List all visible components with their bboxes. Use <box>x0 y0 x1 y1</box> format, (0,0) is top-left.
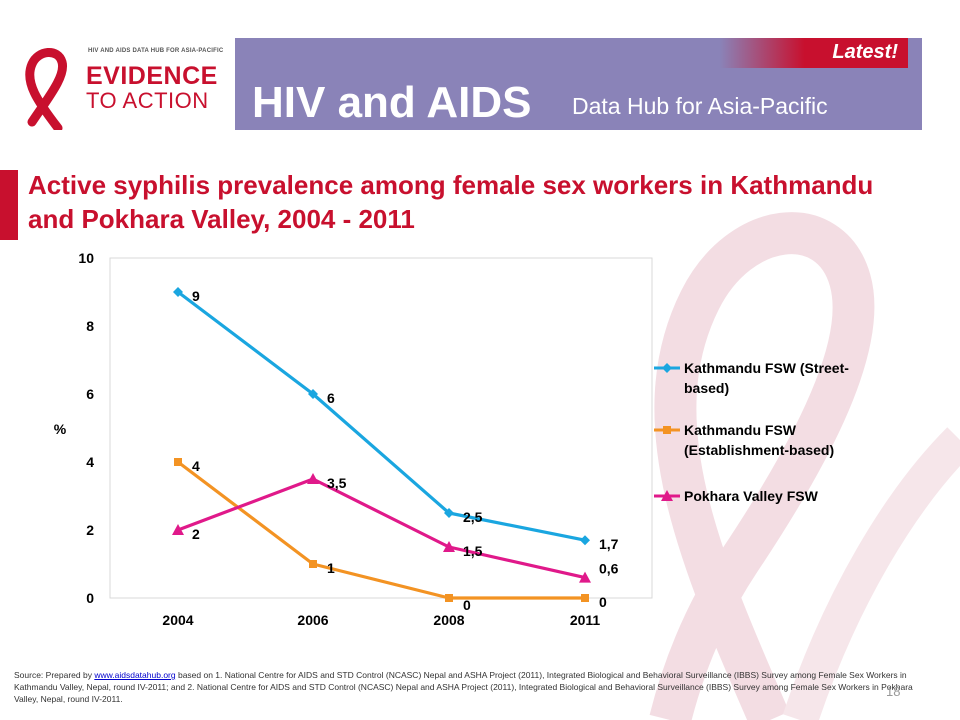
series-line <box>177 477 586 580</box>
data-point <box>580 535 590 546</box>
y-tick-label: 4 <box>86 454 94 470</box>
x-tick-label: 2006 <box>297 612 328 628</box>
legend-marker <box>661 490 673 501</box>
data-label: 2 <box>192 526 200 542</box>
source-text: based on 1. National Centre for AIDS and… <box>14 670 913 704</box>
latest-label: Latest! <box>832 41 898 63</box>
x-tick-label: 2004 <box>162 612 193 628</box>
source-prefix: Source: Prepared by <box>14 670 95 680</box>
series-line <box>177 290 586 542</box>
data-label: 3,5 <box>327 475 347 491</box>
data-point <box>174 458 182 466</box>
source-link[interactable]: www.aidsdatahub.org <box>94 670 176 680</box>
logo-evidence-text: EVIDENCE <box>86 62 218 90</box>
y-tick-label: 2 <box>86 522 94 538</box>
data-label: 1 <box>327 560 335 576</box>
y-tick-label: 6 <box>86 386 94 402</box>
data-point <box>173 287 183 297</box>
y-tick-label: 8 <box>86 318 94 334</box>
legend-label: Kathmandu FSW (Street- <box>684 360 849 376</box>
series-line <box>177 460 585 600</box>
legend-label: (Establishment-based) <box>684 442 834 458</box>
data-point <box>172 524 184 535</box>
data-point <box>443 541 455 552</box>
data-label: 0,6 <box>599 561 619 577</box>
data-label: 9 <box>192 288 200 304</box>
data-label: 6 <box>327 390 335 406</box>
x-tick-label: 2008 <box>433 612 464 628</box>
legend-label: Kathmandu FSW <box>684 422 797 438</box>
data-label: 0 <box>463 597 471 613</box>
red-ribbon-logo-icon <box>25 48 68 130</box>
slide-number: 18 <box>886 684 901 699</box>
data-label: 4 <box>192 458 200 474</box>
legend-label: based) <box>684 380 729 396</box>
y-axis-label: % <box>54 421 67 437</box>
data-point <box>581 594 589 602</box>
title-accent-bar <box>0 170 18 240</box>
x-tick-label: 2011 <box>570 612 601 628</box>
latest-badge: Latest! <box>720 38 908 68</box>
plot-area-border <box>109 257 653 599</box>
logo-to-action-text: TO ACTION <box>86 88 209 113</box>
data-point <box>307 473 319 484</box>
data-label: 2,5 <box>463 509 483 525</box>
data-point <box>309 560 317 568</box>
logo-small-text: HIV AND AIDS DATA HUB FOR ASIA-PACIFIC <box>88 48 224 54</box>
source-note: Source: Prepared by www.aidsdatahub.org … <box>14 669 914 705</box>
data-point <box>445 594 453 602</box>
y-tick-label: 0 <box>86 590 94 606</box>
legend-label: Pokhara Valley FSW <box>684 488 819 504</box>
data-point <box>444 508 454 518</box>
header-title: HIV and AIDS <box>252 78 532 127</box>
slide-title: Active syphilis prevalence among female … <box>28 170 874 234</box>
data-label: 0 <box>599 594 607 610</box>
data-point <box>308 389 318 399</box>
data-point <box>579 571 591 583</box>
y-tick-label: 10 <box>78 250 94 266</box>
data-label: 1,5 <box>463 543 483 559</box>
header-subtitle: Data Hub for Asia-Pacific <box>572 93 828 119</box>
legend-marker <box>663 426 671 434</box>
data-label: 1,7 <box>599 536 619 552</box>
legend-marker <box>662 363 672 373</box>
